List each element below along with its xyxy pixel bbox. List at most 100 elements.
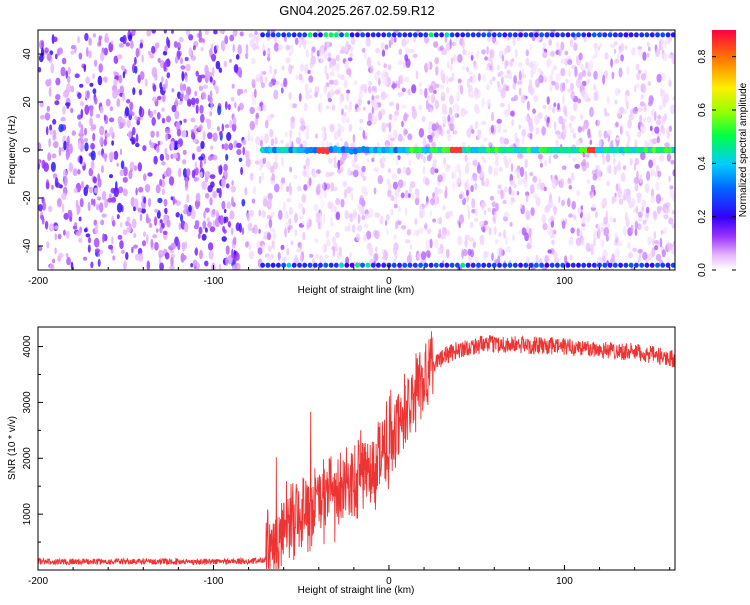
spectrogram-cell <box>552 106 555 114</box>
sideband-point <box>381 32 387 38</box>
spectrogram-cell <box>212 154 218 161</box>
spectrogram-cell <box>182 83 187 92</box>
spectrogram-cell <box>590 184 595 192</box>
spectrogram-cell <box>401 104 407 110</box>
spectrogram-cell <box>525 49 529 57</box>
spectrogram-cell <box>49 124 53 131</box>
spectrogram-cell <box>664 93 669 103</box>
spectrogram-cell <box>84 127 87 136</box>
spectrogram-cell <box>481 120 487 126</box>
spectrogram-cell <box>652 138 657 145</box>
spectrogram-cell <box>553 208 557 216</box>
spectrogram-cell <box>554 81 559 91</box>
spectrogram-cell <box>88 167 94 177</box>
spectrogram-cell <box>66 230 70 239</box>
spectrogram-cell <box>122 188 128 197</box>
spectrogram-cell <box>338 246 342 256</box>
spectrogram-cell <box>283 77 288 88</box>
spectrogram-cell <box>368 81 373 86</box>
spectrogram-cell <box>381 156 386 164</box>
spectrogram-cell <box>416 253 421 261</box>
spectrogram-cell <box>651 247 655 258</box>
spectrogram-cell <box>148 50 152 56</box>
spectrogram-cell <box>357 225 363 232</box>
spectrogram-cell <box>197 126 202 131</box>
spectrogram-cell <box>119 123 124 129</box>
spectrogram-cell <box>229 34 235 42</box>
spectrogram-cell <box>483 209 487 216</box>
spectrogram-cell <box>232 43 235 53</box>
spectrogram-cell <box>564 50 569 56</box>
spectrogram-cell <box>640 94 644 100</box>
spectrogram-cell <box>94 96 98 105</box>
spectrogram-cell <box>159 226 163 234</box>
spectrogram-cell <box>191 153 196 161</box>
carrier-point <box>522 146 528 154</box>
spectrogram-cell <box>314 238 319 243</box>
spectrogram-cell <box>202 130 206 141</box>
spectrogram-cell <box>546 96 550 105</box>
spectrogram-cell <box>491 76 496 82</box>
spectrogram-cell <box>79 83 84 88</box>
spectrogram-cell <box>437 217 443 225</box>
spectrogram-cell <box>162 83 166 92</box>
spectrogram-cell <box>174 110 180 120</box>
spectrogram-cell <box>408 158 412 166</box>
spectrogram-cell <box>129 101 134 111</box>
spectrogram-cell <box>63 140 67 151</box>
spectrogram-cell <box>125 252 129 260</box>
spectrogram-cell <box>109 174 113 179</box>
sideband-point <box>612 32 618 38</box>
sideband-point <box>655 32 660 38</box>
spectrogram-cell <box>212 66 215 77</box>
spectrogram-cell <box>223 216 227 224</box>
spectrogram-cell <box>644 183 650 194</box>
spectrogram-cell <box>603 226 609 237</box>
spectrogram-cell <box>56 197 62 208</box>
spectrogram-cell <box>413 230 417 237</box>
spectrogram-cell <box>304 63 309 73</box>
carrier-point <box>611 146 617 154</box>
spectrogram-cell <box>528 227 532 238</box>
spectrogram-cell <box>439 45 444 51</box>
spectrogram-cell <box>157 197 163 204</box>
spectrogram-cell <box>58 252 64 258</box>
spectrogram-cell <box>389 137 395 142</box>
spectrogram-cell <box>179 83 183 92</box>
spectrogram-cell <box>624 211 628 221</box>
spectrogram-cell <box>93 237 100 248</box>
spectrogram-cell <box>157 95 162 101</box>
spectrogram-cell <box>529 133 533 140</box>
spectrogram-cell <box>95 113 101 119</box>
sideband-point <box>344 32 350 38</box>
spectrogram-cell <box>610 139 614 150</box>
spectrogram-cell <box>128 170 133 180</box>
spectrogram-cell <box>373 167 379 173</box>
spectrogram-cell <box>579 72 583 80</box>
carrier-point <box>461 146 467 154</box>
spectrogram-cell <box>57 233 62 240</box>
spectrogram-cell <box>103 47 109 56</box>
sideband-point <box>276 32 281 38</box>
spectrogram-cell <box>375 47 381 54</box>
spectrogram-cell <box>580 114 584 120</box>
spectrogram-cell <box>397 206 401 212</box>
spectrogram-cell <box>570 82 574 92</box>
spectrogram-cell <box>157 140 161 146</box>
spectrogram-cell <box>226 132 232 141</box>
spectrogram-cell <box>329 216 333 223</box>
spectrogram-cell <box>93 187 99 194</box>
spectrogram-cell <box>345 256 350 265</box>
spectrogram-cell <box>79 128 83 136</box>
spectrogram-cell <box>654 111 657 122</box>
spectrogram-cell <box>347 57 353 62</box>
spectrogram-cell <box>664 39 667 49</box>
sideband-point <box>560 262 566 268</box>
spectrogram-cell <box>188 204 192 213</box>
spectrogram-cell <box>74 73 80 79</box>
spectrogram-cell <box>434 239 439 249</box>
spectrogram-cell <box>112 89 118 99</box>
spectrogram-cell <box>612 196 617 203</box>
spectrogram-xlabel: Height of straight line (km) <box>298 285 415 296</box>
spectrogram-cell <box>418 81 423 87</box>
